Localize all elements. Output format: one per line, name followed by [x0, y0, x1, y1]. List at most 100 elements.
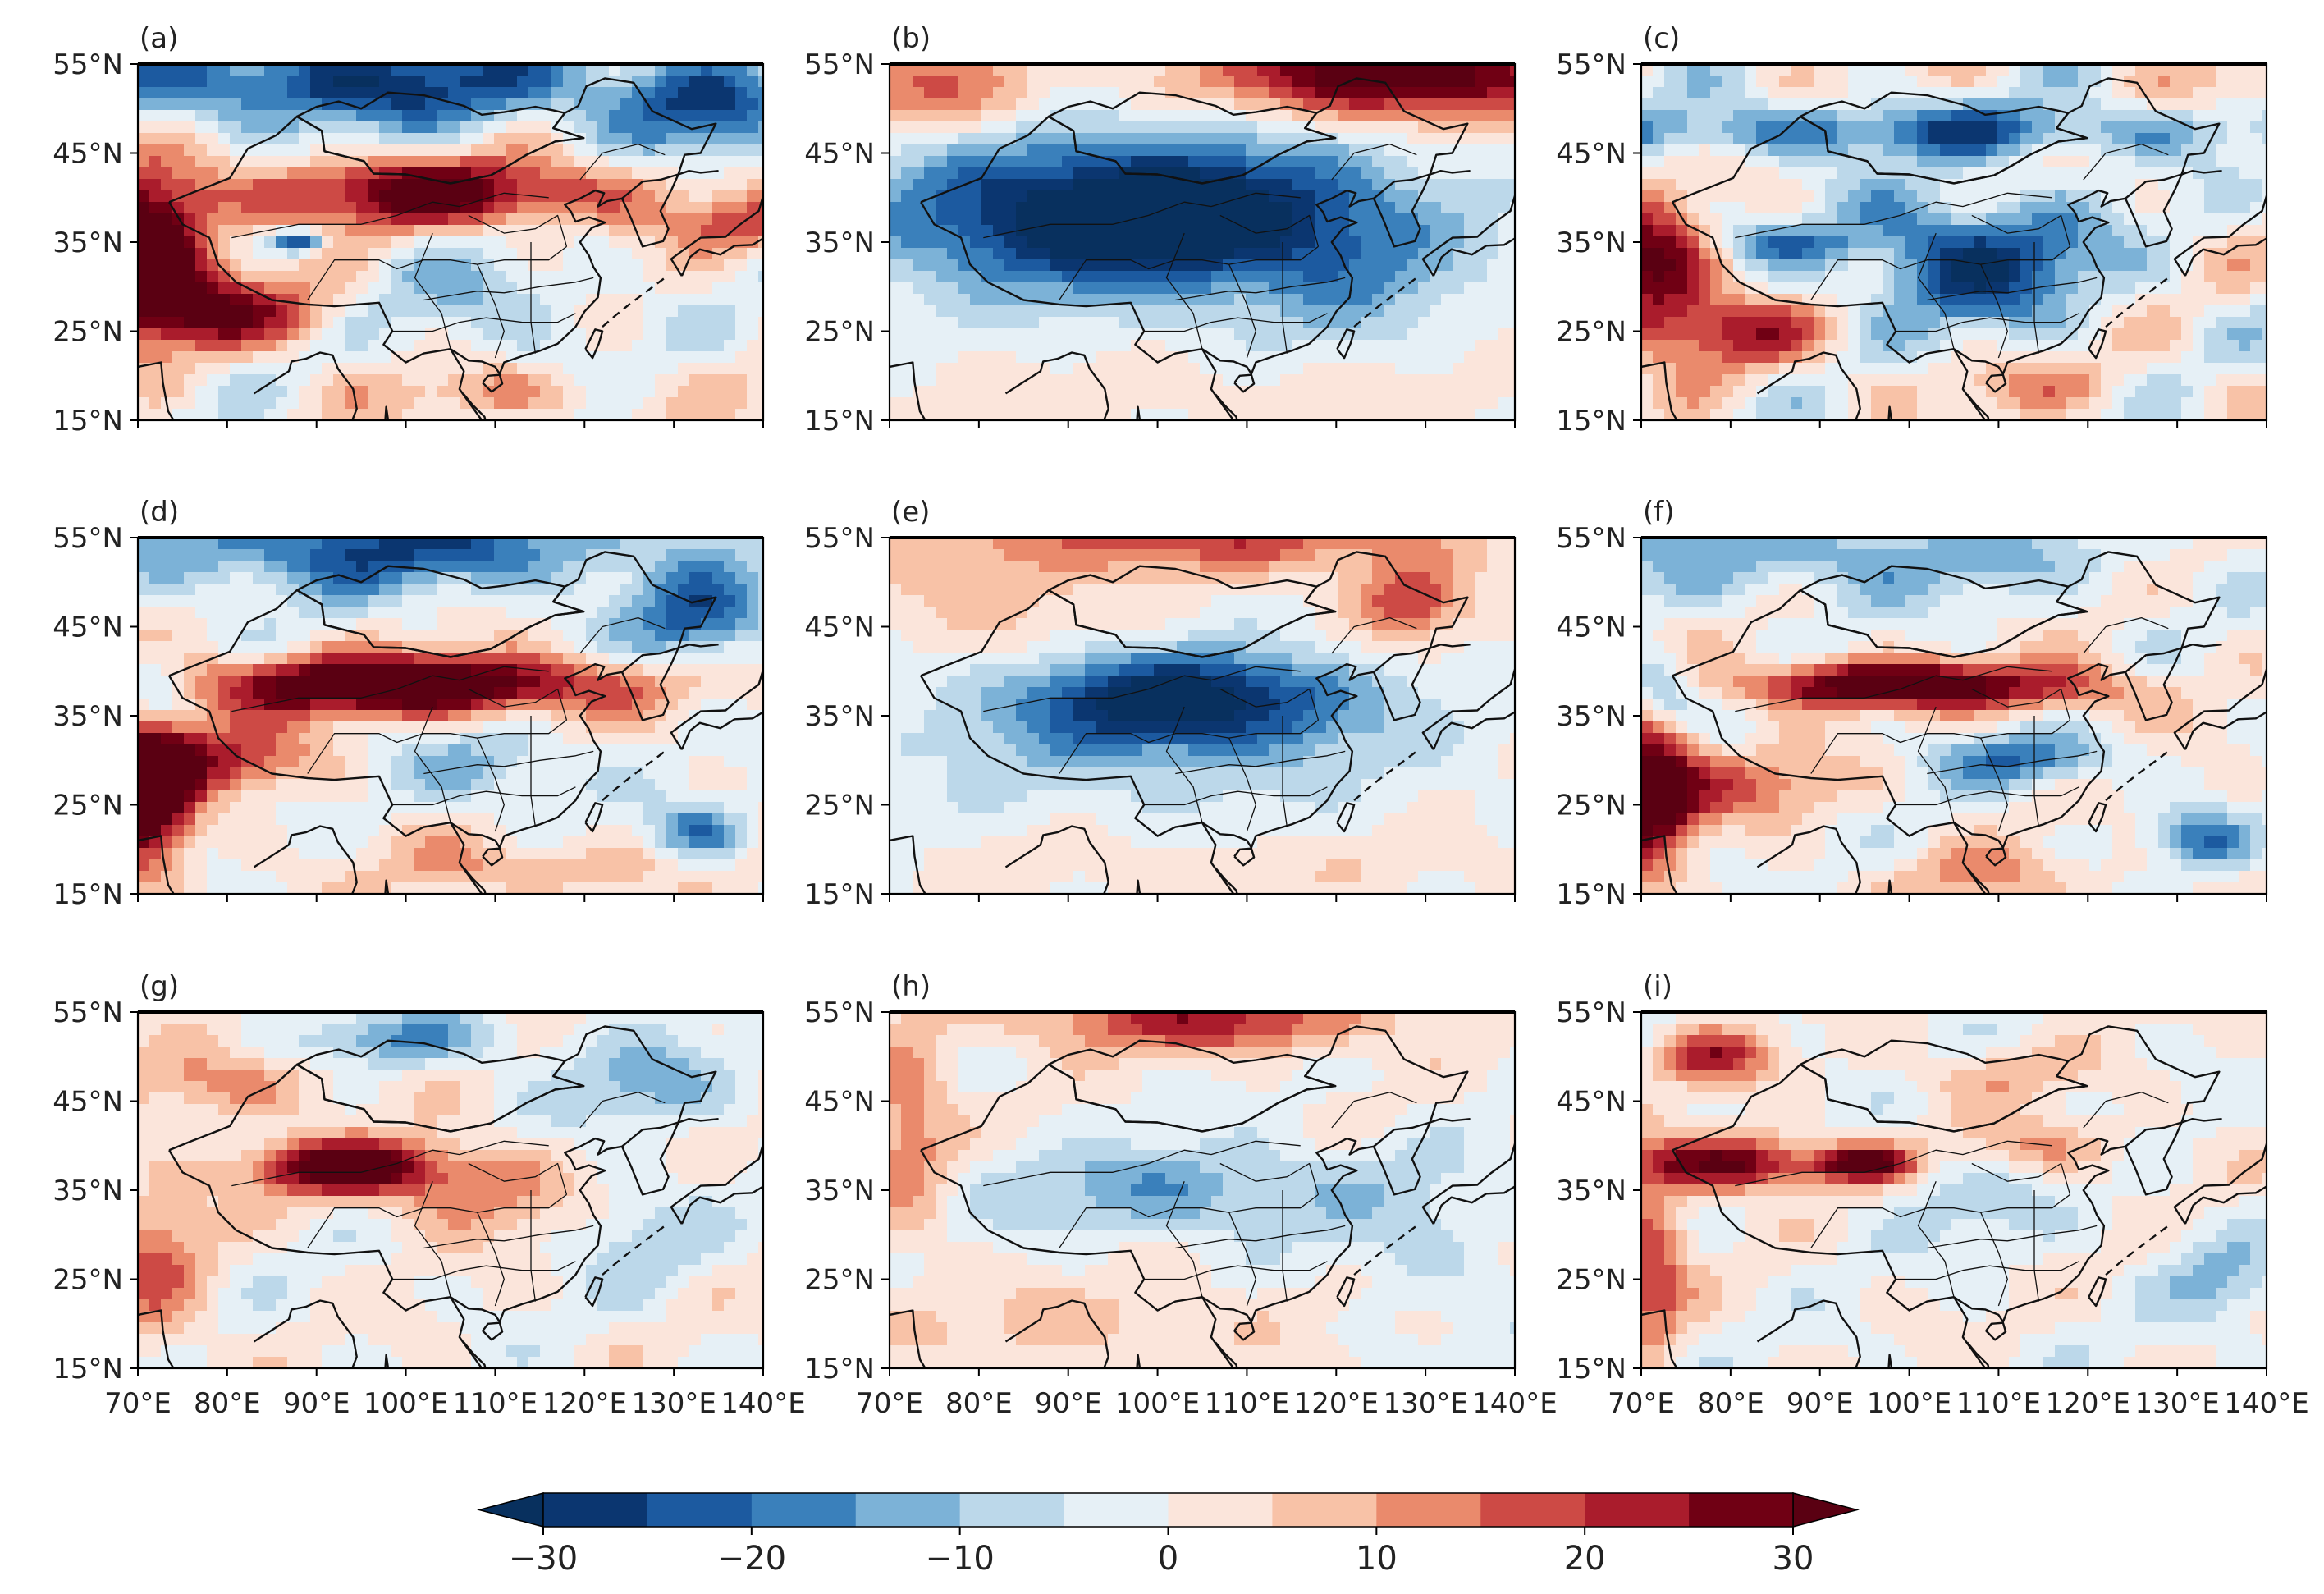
map-panel: (b) 55°N 45°N 35°N 25°N 15°N — [804, 22, 1517, 437]
lat-tick-label: 35°N — [804, 227, 875, 259]
lat-tick-label: 35°N — [53, 1175, 123, 1207]
panel-label: (h) — [891, 970, 931, 1003]
lon-tick-label: 130°E — [2134, 1387, 2219, 1420]
country-borders — [890, 77, 1515, 420]
country-borders — [138, 77, 763, 420]
map-panel: (c) 55°N 45°N 35°N 25°N 15°N — [1556, 22, 2268, 437]
lon-tick-label: 120°E — [2046, 1387, 2130, 1420]
colorbar-segment — [543, 1493, 648, 1527]
lon-tick-label: 70°E — [104, 1387, 172, 1420]
colorbar-segment — [1480, 1493, 1585, 1527]
anomaly-field — [1641, 1012, 2267, 1368]
lon-tick-label: 100°E — [364, 1387, 448, 1420]
lon-tick-label: 80°E — [194, 1387, 261, 1420]
lat-tick-label: 35°N — [804, 700, 875, 733]
lon-tick-label: 130°E — [631, 1387, 716, 1420]
lon-tick-label: 140°E — [721, 1387, 805, 1420]
colorbar-tick-label: −20 — [717, 1540, 786, 1578]
lon-tick-label: 80°E — [945, 1387, 1013, 1420]
lat-tick-label: 15°N — [53, 1353, 123, 1386]
map-panel: (f) 55°N 45°N 35°N 25°N 15°N — [1556, 496, 2268, 911]
country-borders — [1641, 1025, 2267, 1368]
lon-tick-label: 130°E — [1383, 1387, 1467, 1420]
colorbar-segment — [1064, 1493, 1169, 1527]
anomaly-field — [138, 538, 763, 894]
lat-tick-label: 55°N — [1556, 996, 1626, 1029]
lat-tick-label: 15°N — [53, 405, 123, 437]
lat-tick-label: 25°N — [1556, 316, 1626, 349]
colorbar-segment — [647, 1493, 753, 1527]
lat-tick-label: 55°N — [53, 522, 123, 555]
map-panel: (a) 55°N 45°N 35°N 25°N 15°N — [53, 22, 765, 437]
panel-label: (b) — [891, 22, 931, 55]
lat-tick-label: 55°N — [1556, 48, 1626, 81]
lat-tick-label: 25°N — [1556, 1264, 1626, 1297]
colorbar-tick-label: 10 — [1356, 1540, 1398, 1578]
colorbar-tick-label: −10 — [925, 1540, 994, 1578]
anomaly-field — [890, 538, 1515, 894]
lon-tick-label: 90°E — [283, 1387, 350, 1420]
colorbar: −30 −20 −10 0 10 20 30 — [477, 1492, 1860, 1578]
lat-tick-label: 55°N — [53, 48, 123, 81]
lat-tick-label: 15°N — [1556, 1353, 1626, 1386]
lon-tick-label: 120°E — [1294, 1387, 1379, 1420]
lat-tick-label: 45°N — [804, 611, 875, 644]
panel-label: (d) — [140, 496, 179, 529]
lat-tick-label: 15°N — [804, 878, 875, 911]
lat-tick-label: 35°N — [53, 227, 123, 259]
map-panel: (d) 55°N 45°N 35°N 25°N 15°N — [53, 496, 765, 911]
map-panel: (h) 55°N 45°N 35°N 25°N 15°N70°E 80°E 90°E 100°E… — [804, 970, 1557, 1420]
lon-tick-label: 110°E — [1205, 1387, 1289, 1420]
anomaly-field — [138, 1012, 763, 1368]
lat-tick-label: 55°N — [804, 48, 875, 81]
map-panel: (i) 55°N 45°N 35°N 25°N 15°N70°E 80°E 90°E 100°E… — [1556, 970, 2308, 1420]
colorbar-segment — [1272, 1493, 1377, 1527]
map-panel: (e) 55°N 45°N 35°N 25°N 15°N — [804, 496, 1517, 911]
lon-tick-label: 90°E — [1035, 1387, 1102, 1420]
lat-tick-label: 45°N — [1556, 138, 1626, 171]
lat-tick-label: 15°N — [804, 405, 875, 437]
colorbar-segment — [1376, 1493, 1481, 1527]
lat-tick-label: 35°N — [53, 700, 123, 733]
lat-tick-label: 25°N — [804, 790, 875, 822]
colorbar-tick-label: 30 — [1773, 1540, 1814, 1578]
lat-tick-label: 25°N — [1556, 790, 1626, 822]
lat-tick-label: 45°N — [804, 1086, 875, 1119]
lat-tick-label: 45°N — [53, 1086, 123, 1119]
country-borders — [1641, 551, 2267, 894]
lat-tick-label: 25°N — [804, 316, 875, 349]
lat-tick-label: 45°N — [1556, 611, 1626, 644]
lon-tick-label: 140°E — [1472, 1387, 1557, 1420]
lat-tick-label: 55°N — [804, 522, 875, 555]
lon-tick-label: 90°E — [1786, 1387, 1854, 1420]
lat-tick-label: 35°N — [1556, 1175, 1626, 1207]
colorbar-segment — [751, 1493, 857, 1527]
lat-tick-label: 45°N — [804, 138, 875, 171]
lat-tick-label: 15°N — [1556, 878, 1626, 911]
lat-tick-label: 55°N — [804, 996, 875, 1029]
anomaly-field — [890, 64, 1515, 420]
lon-tick-label: 120°E — [542, 1387, 627, 1420]
lon-tick-label: 100°E — [1115, 1387, 1200, 1420]
country-borders — [1641, 77, 2267, 420]
colorbar-segment — [959, 1493, 1065, 1527]
map-panel: (g) 55°N 45°N 35°N 25°N 15°N70°E 80°E 90°E 100°E… — [53, 970, 805, 1420]
lon-tick-label: 140°E — [2224, 1387, 2308, 1420]
colorbar-segment — [1585, 1493, 1690, 1527]
lat-tick-label: 15°N — [1556, 405, 1626, 437]
colorbar-segment — [855, 1493, 961, 1527]
lat-tick-label: 45°N — [1556, 1086, 1626, 1119]
country-borders — [138, 551, 763, 894]
panel-label: (f) — [1643, 496, 1675, 529]
lat-tick-label: 35°N — [804, 1175, 875, 1207]
colorbar-tick-label: −30 — [509, 1540, 578, 1578]
panel-label: (e) — [891, 496, 930, 529]
colorbar-tick-label: 20 — [1564, 1540, 1606, 1578]
panel-label: (i) — [1643, 970, 1672, 1003]
anomaly-field — [1641, 538, 2267, 894]
lat-tick-label: 25°N — [53, 790, 123, 822]
lat-tick-label: 55°N — [53, 996, 123, 1029]
anomaly-field — [1641, 64, 2267, 420]
lon-tick-label: 70°E — [1608, 1387, 1675, 1420]
